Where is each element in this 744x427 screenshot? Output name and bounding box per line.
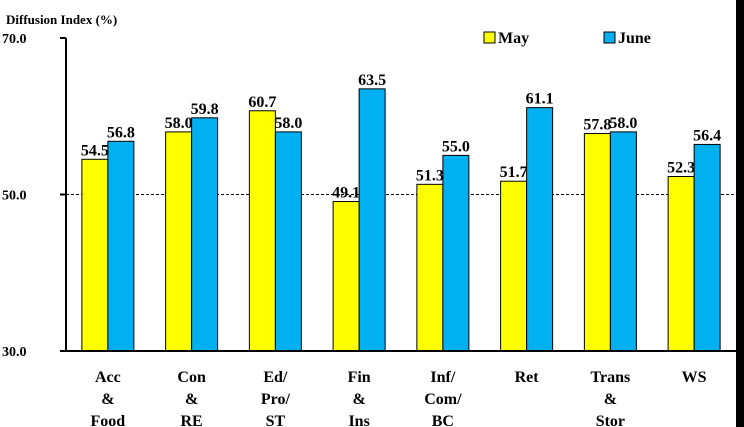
data-label-june: 55.0 bbox=[442, 138, 470, 155]
x-tick-label: Food bbox=[91, 413, 126, 427]
data-label-may: 49.1 bbox=[332, 185, 360, 202]
data-label-may: 57.8 bbox=[583, 116, 611, 133]
x-tick-label: Acc bbox=[95, 369, 121, 386]
x-tick-label: RE bbox=[181, 413, 203, 427]
x-tick-label: Trans bbox=[591, 369, 631, 386]
x-tick-label: BC bbox=[432, 413, 454, 427]
right-edge-bar bbox=[736, 0, 744, 427]
data-label-june: 58.0 bbox=[609, 115, 637, 132]
bars bbox=[81, 88, 721, 352]
x-tick-label: Ins bbox=[348, 413, 369, 427]
legend-label-may: May bbox=[498, 30, 529, 47]
y-tick-label: 50.0 bbox=[2, 189, 27, 204]
bar-may bbox=[332, 201, 360, 352]
bar-june bbox=[526, 107, 554, 352]
data-label-june: 58.0 bbox=[274, 115, 302, 132]
x-tick-label: Ed/ bbox=[263, 369, 288, 386]
x-tick-label: & bbox=[185, 391, 198, 408]
data-label-june: 59.8 bbox=[191, 101, 219, 118]
x-tick-label: & bbox=[604, 391, 617, 408]
bar-may bbox=[667, 176, 695, 352]
bar-june bbox=[442, 154, 470, 352]
data-label-may: 58.0 bbox=[165, 115, 193, 132]
bar-may bbox=[416, 183, 444, 352]
data-label-june: 63.5 bbox=[358, 72, 386, 89]
x-tick-label: Com/ bbox=[424, 391, 462, 408]
data-label-may: 54.5 bbox=[81, 142, 109, 159]
legend: May June bbox=[483, 30, 651, 47]
bar-may bbox=[165, 131, 193, 352]
x-tick-label: Inf/ bbox=[430, 369, 455, 386]
data-label-may: 51.7 bbox=[500, 164, 528, 181]
bar-may bbox=[500, 180, 528, 352]
data-labels: 54.556.858.059.8 60.758.049.163.551.355.0… bbox=[81, 72, 721, 202]
data-label-june: 56.8 bbox=[107, 124, 135, 141]
x-tick-label: Fin bbox=[348, 369, 371, 386]
bar-may bbox=[81, 158, 109, 352]
data-label-june: 61.1 bbox=[526, 91, 554, 108]
bar-may bbox=[248, 110, 276, 352]
x-tick-label: Ret bbox=[515, 369, 540, 386]
y-tick-label: 70.0 bbox=[2, 32, 27, 47]
bar-june bbox=[609, 131, 637, 352]
bar-june bbox=[107, 140, 135, 352]
y-axis-title: Diffusion Index (%) bbox=[6, 12, 117, 27]
x-tick-label: & bbox=[352, 391, 365, 408]
bar-june bbox=[693, 143, 721, 352]
legend-swatch-june bbox=[603, 31, 616, 44]
data-label-may: 52.3 bbox=[667, 160, 695, 177]
x-tick-label: & bbox=[101, 391, 114, 408]
data-label-may: 60.7 bbox=[248, 94, 276, 111]
data-label-may: 51.3 bbox=[416, 167, 444, 184]
x-tick-label: Con bbox=[177, 369, 206, 386]
x-tick-label: Pro/ bbox=[261, 391, 291, 408]
x-tick-label: Stor bbox=[596, 413, 625, 427]
bar-june bbox=[274, 131, 302, 352]
data-label-june: 56.4 bbox=[693, 127, 721, 144]
bar-june bbox=[191, 117, 219, 352]
legend-swatch-may bbox=[483, 31, 496, 44]
x-tick-label: WS bbox=[682, 369, 707, 386]
axes: 70.0 50.0 30.0 Acc & Food Con & RE Ed/Pro/ST Fin & I… bbox=[2, 32, 736, 427]
y-tick-label: 30.0 bbox=[2, 345, 27, 360]
bar-may bbox=[583, 132, 611, 352]
legend-label-june: June bbox=[618, 30, 651, 47]
x-tick-label: ST bbox=[266, 413, 286, 427]
bar-june bbox=[358, 88, 386, 352]
